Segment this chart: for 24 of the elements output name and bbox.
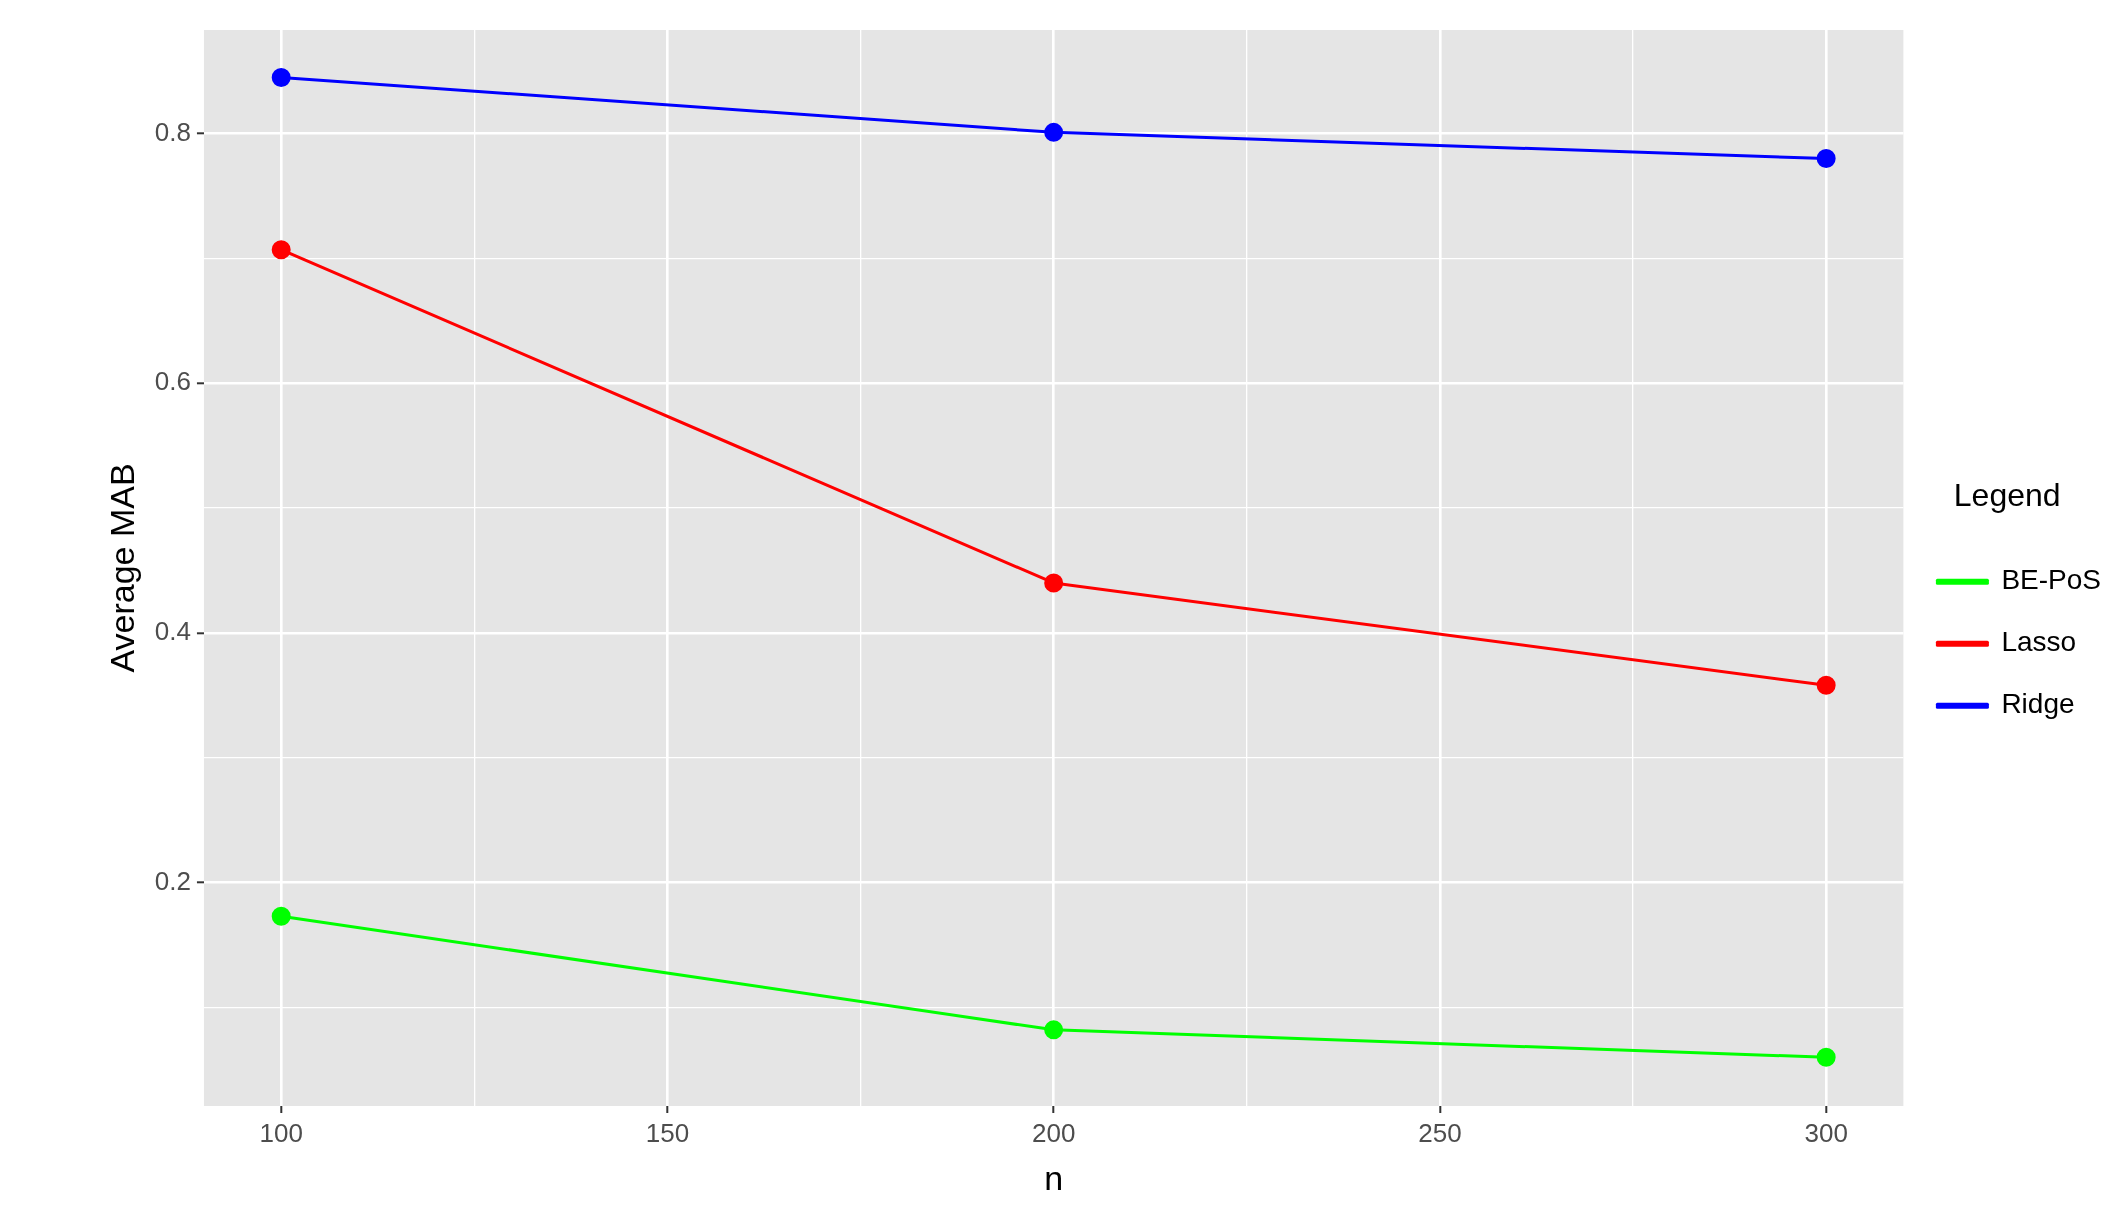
legend-label: Lasso <box>2001 626 2077 658</box>
y-axis-title: Average MAB <box>102 463 141 673</box>
y-tick-label: 0.6 <box>154 366 191 397</box>
point <box>271 906 291 926</box>
point <box>271 240 291 260</box>
legend-label: BE-PoS <box>2001 564 2102 596</box>
y-tick-label: 0.2 <box>154 865 191 896</box>
y-tick-label: 0.4 <box>154 616 191 647</box>
point <box>1816 675 1836 695</box>
point <box>1816 149 1836 169</box>
legend-title: Legend <box>1953 477 2061 514</box>
point <box>1044 122 1064 142</box>
point <box>1044 573 1064 593</box>
legend-label: Ridge <box>2001 688 2075 720</box>
x-tick-label: 250 <box>1418 1117 1462 1148</box>
x-tick-label: 100 <box>259 1117 303 1148</box>
point <box>271 67 291 87</box>
point <box>1816 1047 1836 1067</box>
x-tick-label: 300 <box>1804 1117 1848 1148</box>
y-tick-label: 0.8 <box>154 116 191 147</box>
point <box>1044 1020 1064 1040</box>
x-tick-label: 150 <box>645 1117 690 1148</box>
x-tick-label: 200 <box>1031 1117 1076 1148</box>
x-axis-title: n <box>1044 1158 1064 1197</box>
